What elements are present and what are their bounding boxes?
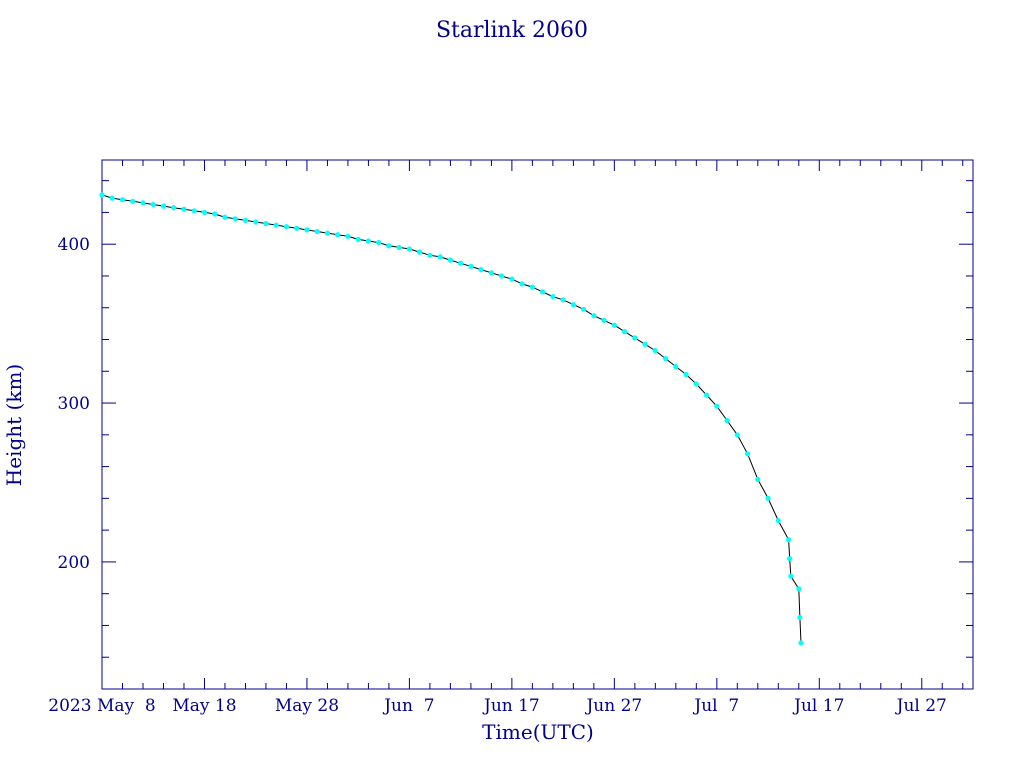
data-points	[99, 192, 804, 646]
data-point	[601, 317, 607, 323]
data-point	[797, 614, 803, 621]
data-point	[437, 254, 443, 260]
y-tick-label: 300	[58, 394, 90, 414]
x-tick-label: Jun 17	[482, 696, 540, 716]
data-point	[798, 640, 804, 646]
data-point	[406, 246, 412, 252]
data-point	[294, 225, 300, 231]
data-point	[529, 284, 536, 290]
x-tick-label: Jun 7	[382, 696, 434, 716]
data-point	[273, 222, 279, 228]
x-tick-label: May 28	[275, 696, 339, 716]
data-point	[458, 260, 464, 266]
data-point	[304, 227, 310, 233]
data-point	[581, 306, 587, 312]
x-tick-label: May 18	[172, 696, 236, 716]
data-point	[376, 240, 382, 246]
x-tick-labels: 2023 May 8 May 18 May 28 Jun 7 Jun 17 Jun 27 J…	[48, 696, 947, 716]
data-point	[478, 267, 484, 273]
y-tick-labels: 200 300 400	[58, 235, 90, 573]
data-point	[611, 322, 618, 328]
data-point	[560, 297, 566, 303]
data-point	[570, 302, 577, 308]
y-axis-label: Height (km)	[2, 364, 26, 486]
data-point	[447, 257, 453, 263]
data-point	[355, 236, 361, 242]
data-point	[788, 573, 794, 579]
data-point	[787, 556, 793, 562]
data-point	[734, 432, 740, 438]
data-point	[755, 476, 761, 482]
data-point	[786, 537, 792, 543]
plot-frame	[101, 159, 974, 690]
data-point	[396, 244, 402, 250]
data-point	[642, 341, 648, 347]
data-point	[324, 230, 330, 236]
data-point	[181, 206, 187, 212]
data-point	[160, 203, 167, 209]
data-point	[417, 249, 423, 255]
x-tick-label: 2023 May 8	[48, 696, 155, 716]
data-point	[427, 252, 433, 258]
y-tick-label: 200	[58, 553, 90, 573]
data-point	[171, 205, 177, 211]
data-point	[150, 201, 156, 208]
data-point	[283, 224, 289, 230]
data-point	[704, 392, 710, 398]
data-point	[314, 228, 320, 235]
data-point	[232, 216, 238, 222]
x-tick-label: Jul 17	[792, 696, 844, 716]
data-point	[714, 403, 720, 409]
data-point	[540, 289, 546, 295]
data-point	[119, 197, 126, 203]
data-point	[765, 495, 771, 501]
x-axis-label: Time(UTC)	[482, 720, 594, 744]
data-point	[488, 270, 494, 276]
data-point	[509, 276, 515, 282]
chart-title: Starlink 2060	[436, 18, 588, 43]
data-point	[191, 208, 197, 214]
data-point	[796, 586, 802, 592]
data-point	[109, 195, 115, 201]
data-point	[519, 281, 525, 287]
data-point	[550, 294, 556, 300]
data-point	[263, 220, 269, 227]
data-point	[222, 214, 228, 220]
y-tick-label: 400	[58, 235, 90, 255]
data-point	[253, 219, 259, 225]
data-point	[775, 518, 781, 524]
x-tick-label: Jun 27	[584, 696, 642, 716]
data-point	[201, 209, 208, 215]
data-point	[140, 200, 146, 206]
data-point	[242, 217, 249, 223]
data-point	[693, 381, 699, 387]
data-point	[345, 233, 351, 239]
data-point	[365, 238, 371, 244]
data-point	[745, 451, 751, 457]
data-point	[673, 363, 679, 370]
x-tick-label: Jul 27	[895, 696, 947, 716]
x-tick-label: Jul 7	[692, 696, 739, 716]
data-point	[468, 263, 474, 269]
data-point	[335, 232, 341, 238]
data-point	[683, 371, 689, 378]
data-point	[386, 243, 392, 249]
data-point	[632, 335, 638, 341]
data-point	[663, 356, 669, 362]
data-point	[652, 348, 658, 354]
data-point	[622, 329, 628, 335]
data-point	[130, 198, 136, 204]
axis-ticks	[101, 160, 973, 689]
data-point	[499, 273, 505, 279]
data-point	[212, 211, 218, 217]
data-point	[99, 192, 105, 198]
data-point	[724, 417, 730, 424]
data-point	[591, 313, 597, 319]
